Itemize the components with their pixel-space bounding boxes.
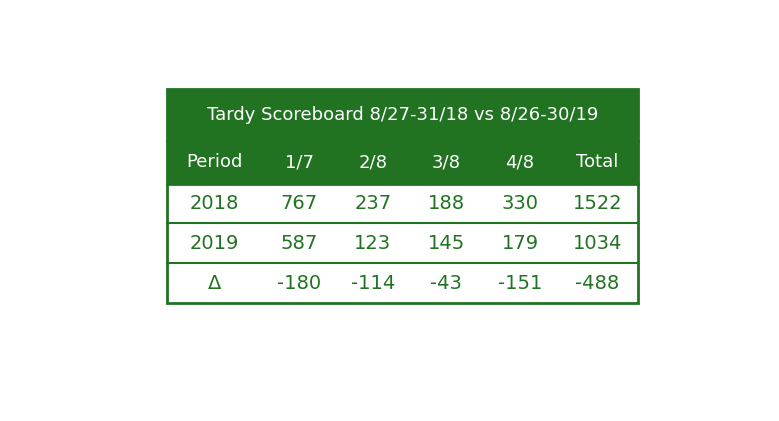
Text: 767: 767 [280, 194, 318, 213]
Text: 3/8: 3/8 [432, 153, 461, 171]
Text: Total: Total [576, 153, 619, 171]
Text: 179: 179 [502, 234, 538, 253]
Text: 330: 330 [502, 194, 538, 213]
Bar [167, 89, 638, 141]
Text: -43: -43 [431, 274, 463, 293]
Bar [167, 184, 638, 304]
Text: 123: 123 [354, 234, 391, 253]
Text: 1/7: 1/7 [285, 153, 314, 171]
Text: Period: Period [186, 153, 243, 171]
Text: Tardy Scoreboard 8/27-31/18 vs 8/26-30/19: Tardy Scoreboard 8/27-31/18 vs 8/26-30/1… [206, 106, 598, 124]
Text: 1522: 1522 [573, 194, 622, 213]
Bar [167, 141, 638, 184]
Text: 587: 587 [280, 234, 318, 253]
Text: 4/8: 4/8 [506, 153, 534, 171]
Text: 145: 145 [428, 234, 465, 253]
Text: 2019: 2019 [190, 234, 239, 253]
Text: -151: -151 [498, 274, 542, 293]
Text: -180: -180 [277, 274, 321, 293]
Text: 188: 188 [428, 194, 465, 213]
Text: 2018: 2018 [190, 194, 239, 213]
Text: -114: -114 [351, 274, 395, 293]
Text: 1034: 1034 [573, 234, 622, 253]
Text: -488: -488 [575, 274, 619, 293]
Text: Δ: Δ [208, 274, 221, 293]
Text: 237: 237 [354, 194, 391, 213]
Text: 2/8: 2/8 [358, 153, 387, 171]
